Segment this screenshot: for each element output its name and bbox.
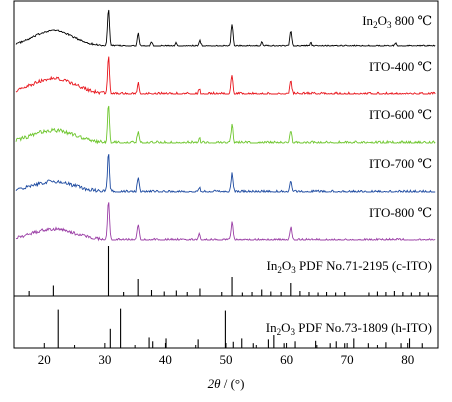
axis-layer: 20 30 40 50 60 70 80 (13, 0, 439, 367)
x-axis-title: 2θ / (°) (208, 376, 245, 391)
series-layer (15, 9, 436, 242)
series-line-ito-700 (15, 154, 436, 194)
reference-label-h-ito: In2O3 PDF No.73-1809 (h-ITO) (266, 320, 432, 337)
series-line-ito-400 (15, 56, 436, 96)
reference-label-c-ito: In2O3 PDF No.71-2195 (c-ITO) (267, 258, 432, 275)
series-label-ito-600: ITO-600 ℃ (369, 107, 432, 122)
x-tick-label-60: 60 (280, 352, 293, 367)
x-tick-label-20: 20 (38, 352, 51, 367)
series-line-in2o3-800 (15, 9, 436, 47)
x-tick-label-30: 30 (98, 352, 111, 367)
series-line-ito-600 (15, 105, 436, 145)
x-tick-label-70: 70 (341, 352, 354, 367)
series-label-ito-700: ITO-700 ℃ (369, 156, 432, 171)
x-tick-label-40: 40 (159, 352, 172, 367)
x-tick-label-50: 50 (220, 352, 233, 367)
label-layer: In2O3 800 ℃ ITO-400 ℃ ITO-600 ℃ ITO-700 ℃ IT… (266, 13, 432, 337)
series-line-ito-800 (15, 202, 436, 242)
series-label-ito-800: ITO-800 ℃ (369, 205, 432, 220)
series-label-in2o3-800: In2O3 800 ℃ (362, 13, 432, 30)
x-tick-label-80: 80 (401, 352, 414, 367)
x-axis-unit: / (°) (220, 376, 244, 391)
x-axis-variable: 2θ (208, 376, 222, 391)
series-label-ito-400: ITO-400 ℃ (369, 59, 432, 74)
